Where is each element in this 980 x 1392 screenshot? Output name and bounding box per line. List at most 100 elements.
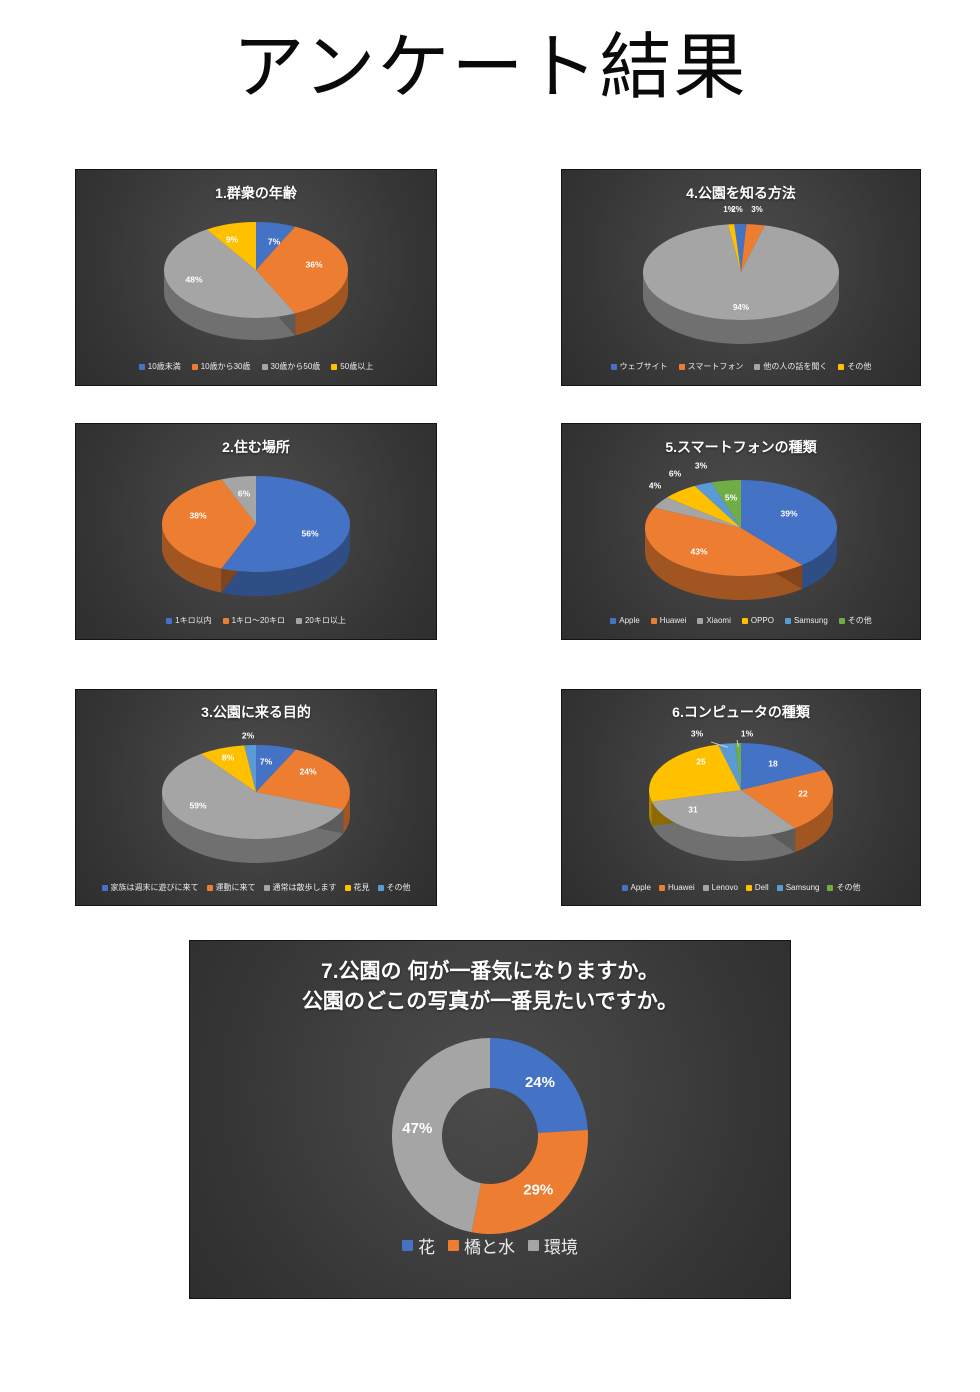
svg-text:9%: 9%: [226, 234, 239, 244]
legend-swatch-icon: [295, 617, 302, 624]
svg-text:39%: 39%: [780, 508, 797, 518]
legend-item[interactable]: Apple: [621, 883, 651, 892]
legend-label: 橋と水: [464, 1238, 515, 1257]
legend-item[interactable]: スマートフォン: [678, 361, 743, 372]
legend-item[interactable]: その他: [838, 615, 872, 626]
legend-item[interactable]: Samsung: [784, 616, 828, 625]
svg-text:18: 18: [768, 758, 778, 768]
legend-swatch-icon: [610, 363, 617, 370]
chart-panel-4[interactable]: 4.公園を知る方法 2% 3% 94% 1% ウェブサイト スマートフォン 他の人の話を聞…: [562, 170, 920, 385]
legend-item[interactable]: Apple: [610, 616, 640, 625]
chart-panel-5[interactable]: 5.スマートフォンの種類 39% 43% 4% 6% 3% 5% Apple Huawei X…: [562, 424, 920, 639]
legend-item[interactable]: Dell: [745, 883, 769, 892]
svg-text:31: 31: [688, 804, 698, 814]
legend-item[interactable]: 環境: [528, 1233, 578, 1258]
legend-item[interactable]: 10歳から30歳: [191, 361, 251, 372]
legend-swatch-icon: [166, 617, 173, 624]
legend-item[interactable]: 運動に来て: [206, 882, 256, 893]
svg-text:94%: 94%: [733, 303, 749, 312]
legend-label: 花: [418, 1238, 435, 1257]
chart-title-7: 7.公園の 何が一番気になりますか。 公園のどこの写真が一番見たいですか。: [190, 957, 790, 1018]
legend-label: Dell: [754, 883, 769, 892]
legend-item[interactable]: 他の人の話を聞く: [754, 361, 827, 372]
svg-text:1%: 1%: [741, 728, 754, 738]
pie-chart-4[interactable]: 2% 3% 94% 1%: [562, 205, 920, 358]
legend-swatch-icon: [621, 884, 628, 891]
legend-swatch-icon: [101, 884, 108, 891]
legend-item[interactable]: 花: [402, 1233, 435, 1258]
legend-label: 花見: [353, 883, 370, 892]
legend-swatch-icon: [678, 363, 685, 370]
svg-text:47%: 47%: [402, 1120, 432, 1137]
legend-label: 50歳以上: [340, 362, 374, 371]
legend-item[interactable]: ウェブサイト: [610, 361, 668, 372]
svg-text:5%: 5%: [725, 492, 738, 502]
chart-legend-2: 1キロ以内 1キロ〜20キロ 20キロ以上: [76, 615, 436, 626]
svg-text:25: 25: [696, 756, 706, 766]
chart-panel-2[interactable]: 2.住む場所 56% 38% 6% 1キロ以内 1キロ〜20キロ 20キロ以上: [76, 424, 436, 639]
chart-panel-7[interactable]: 7.公園の 何が一番気になりますか。 公園のどこの写真が一番見たいですか。 24…: [190, 941, 790, 1298]
legend-label: 1キロ〜20キロ: [231, 616, 285, 625]
pie-chart-2[interactable]: 56% 38% 6%: [76, 462, 436, 612]
legend-item[interactable]: その他: [838, 361, 871, 372]
legend-item[interactable]: その他: [377, 882, 411, 893]
legend-item[interactable]: Samsung: [776, 883, 820, 892]
chart-title-5: 5.スマートフォンの種類: [665, 439, 817, 455]
legend-label: 20キロ以上: [304, 616, 346, 625]
doughnut-chart-7[interactable]: 24% 29% 47%: [190, 1033, 790, 1243]
legend-swatch-icon: [610, 617, 617, 624]
chart-panel-6[interactable]: 6.コンピュータの種類 18 22 31 25 3% 1% Apple Huawei Leno…: [562, 690, 920, 905]
legend-item[interactable]: 通常は散歩します: [263, 882, 337, 893]
legend-label: Samsung: [785, 883, 820, 892]
legend-item[interactable]: 花見: [344, 882, 370, 893]
svg-text:43%: 43%: [690, 546, 707, 556]
legend-swatch-icon: [402, 1240, 413, 1251]
svg-text:8%: 8%: [222, 752, 235, 762]
svg-text:3%: 3%: [751, 205, 763, 214]
legend-label: Samsung: [793, 616, 828, 625]
legend-item[interactable]: 20キロ以上: [295, 615, 346, 626]
legend-item[interactable]: 50歳以上: [331, 361, 373, 372]
pie-chart-3[interactable]: 7% 24% 59% 8% 2%: [76, 726, 436, 878]
svg-text:1%: 1%: [723, 205, 735, 214]
svg-text:6%: 6%: [669, 468, 682, 478]
legend-label: 通常は散歩します: [272, 883, 337, 892]
legend-swatch-icon: [528, 1240, 539, 1251]
chart-panel-3[interactable]: 3.公園に来る目的 7% 24% 59% 8% 2% 家族は週末に遊びに来て 運動に来て 通…: [76, 690, 436, 905]
pie-chart-6[interactable]: 18 22 31 25 3% 1%: [562, 726, 920, 878]
legend-label: その他: [386, 883, 411, 892]
legend-item[interactable]: 30歳から50歳: [261, 361, 320, 372]
legend-label: その他: [847, 362, 872, 371]
svg-text:29%: 29%: [523, 1182, 553, 1199]
legend-item[interactable]: 1キロ以内: [166, 615, 212, 626]
legend-label: Lenovo: [711, 883, 738, 892]
pie-chart-1[interactable]: 7% 36% 48% 9%: [76, 208, 436, 358]
legend-label: 運動に来て: [215, 883, 256, 892]
svg-text:59%: 59%: [189, 800, 206, 810]
legend-item[interactable]: Xiaomi: [697, 616, 731, 625]
legend-item[interactable]: 1キロ〜20キロ: [222, 615, 285, 626]
chart-panel-1[interactable]: 1.群衆の年齢 7% 36% 48% 9% 10歳未満 10歳から30歳 30歳から50歳…: [76, 170, 436, 385]
legend-item[interactable]: 10歳未満: [138, 361, 181, 372]
legend-item[interactable]: OPPO: [741, 616, 774, 625]
svg-text:48%: 48%: [185, 274, 202, 284]
legend-swatch-icon: [138, 363, 145, 370]
legend-label: 環境: [544, 1238, 578, 1257]
svg-text:3%: 3%: [691, 728, 704, 738]
legend-swatch-icon: [658, 884, 665, 891]
page-title: アンケート結果: [232, 25, 748, 109]
pie-chart-5[interactable]: 39% 43% 4% 6% 3% 5%: [562, 460, 920, 614]
legend-swatch-icon: [697, 617, 704, 624]
chart-legend-4: ウェブサイト スマートフォン 他の人の話を聞く その他: [562, 361, 920, 372]
legend-swatch-icon: [344, 884, 351, 891]
legend-swatch-icon: [448, 1240, 459, 1251]
legend-item[interactable]: その他: [827, 882, 860, 893]
legend-item[interactable]: Lenovo: [702, 883, 738, 892]
legend-item[interactable]: 橋と水: [448, 1233, 515, 1258]
legend-swatch-icon: [827, 884, 834, 891]
legend-item[interactable]: 家族は週末に遊びに来て: [101, 882, 199, 893]
legend-label: Apple: [630, 883, 651, 892]
legend-item[interactable]: Huawei: [650, 616, 686, 625]
legend-swatch-icon: [206, 884, 213, 891]
legend-item[interactable]: Huawei: [658, 883, 695, 892]
